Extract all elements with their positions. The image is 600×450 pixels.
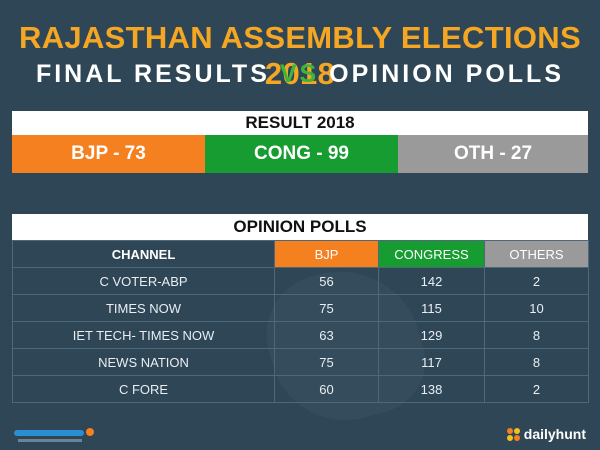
table-header-row: CHANNEL BJP CONGRESS OTHERS (12, 240, 589, 268)
table-row: TIMES NOW 75 115 10 (12, 294, 589, 322)
partner-logo-dot (86, 428, 94, 436)
dailyhunt-brand-text: dailyhunt (523, 426, 586, 442)
opinion-polls-table: CHANNEL BJP CONGRESS OTHERS C VOTER-ABP … (12, 240, 589, 403)
page-title: RAJASTHAN ASSEMBLY ELECTIONS 2018 (19, 20, 581, 91)
cell-congress: 138 (378, 375, 485, 403)
col-congress: CONGRESS (378, 240, 485, 268)
result-row: BJP - 73 CONG - 99 OTH - 27 (12, 135, 588, 173)
cell-channel: IET TECH- TIMES NOW (12, 321, 275, 349)
subtitle-vs: VS (279, 60, 320, 88)
cell-congress: 129 (378, 321, 485, 349)
col-others: OTHERS (484, 240, 589, 268)
table-row: NEWS NATION 75 117 8 (12, 348, 589, 376)
result-bjp: BJP - 73 (12, 135, 205, 173)
partner-logo-bar (14, 430, 84, 436)
cell-others: 8 (484, 321, 589, 349)
subtitle-opinion-polls: OPINION POLLS (329, 60, 565, 88)
cell-congress: 142 (378, 267, 485, 295)
partner-logo-line (18, 439, 82, 442)
cell-others: 10 (484, 294, 589, 322)
col-bjp: BJP (274, 240, 379, 268)
result-2018-panel: RESULT 2018 BJP - 73 CONG - 99 OTH - 27 (12, 111, 588, 173)
cell-others: 2 (484, 375, 589, 403)
cell-bjp: 60 (274, 375, 379, 403)
cell-congress: 117 (378, 348, 485, 376)
page-subtitle: FINAL RESULTS VS OPINION POLLS (0, 60, 600, 89)
cell-others: 8 (484, 348, 589, 376)
polls-heading: OPINION POLLS (12, 214, 588, 240)
cell-bjp: 56 (274, 267, 379, 295)
table-row: IET TECH- TIMES NOW 63 129 8 (12, 321, 589, 349)
table-row: C VOTER-ABP 56 142 2 (12, 267, 589, 295)
cell-bjp: 75 (274, 348, 379, 376)
cell-bjp: 63 (274, 321, 379, 349)
table-row: C FORE 60 138 2 (12, 375, 589, 403)
opinion-polls-panel: OPINION POLLS CHANNEL BJP CONGRESS OTHER… (12, 214, 589, 403)
cell-channel: TIMES NOW (12, 294, 275, 322)
result-cong: CONG - 99 (205, 135, 398, 173)
col-channel: CHANNEL (12, 240, 275, 268)
cell-congress: 115 (378, 294, 485, 322)
dailyhunt-dots-icon (506, 427, 520, 441)
subtitle-final-results: FINAL RESULTS (35, 60, 270, 88)
cell-channel: C FORE (12, 375, 275, 403)
result-heading: RESULT 2018 (12, 111, 588, 135)
partner-logo-icon (14, 428, 96, 444)
cell-channel: C VOTER-ABP (12, 267, 275, 295)
cell-others: 2 (484, 267, 589, 295)
result-oth: OTH - 27 (398, 135, 588, 173)
cell-bjp: 75 (274, 294, 379, 322)
dailyhunt-logo: dailyhunt (506, 426, 586, 442)
cell-channel: NEWS NATION (12, 348, 275, 376)
